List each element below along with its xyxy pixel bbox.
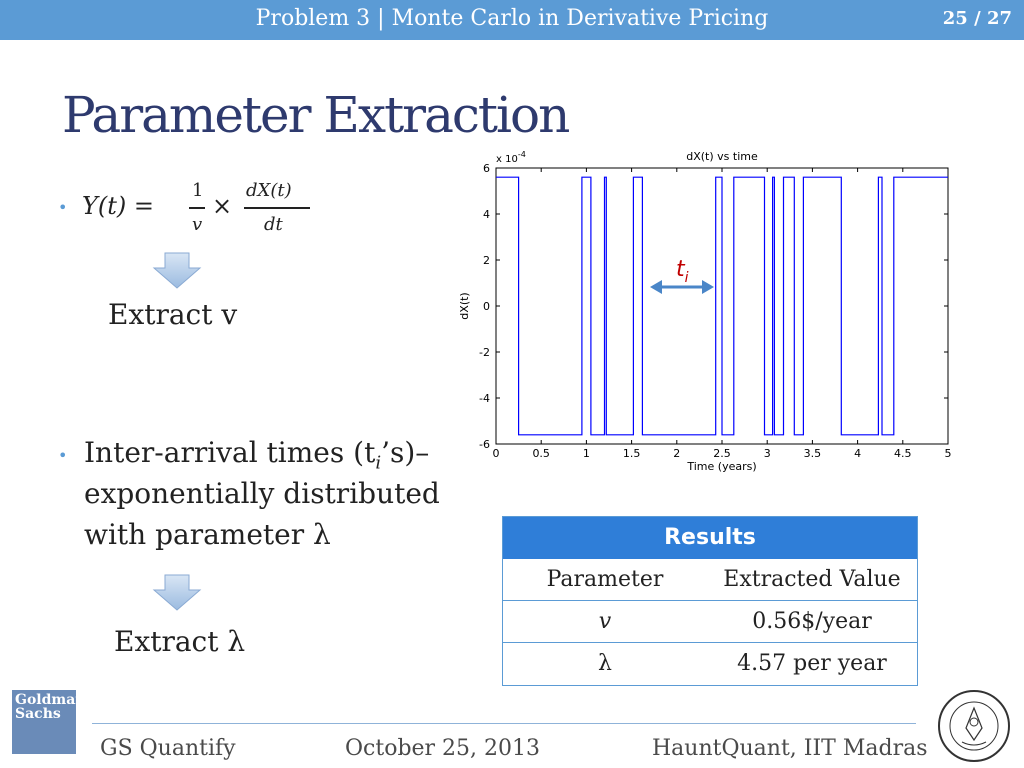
y-tick-label: 6 [483, 162, 490, 175]
frac2-bar [244, 207, 310, 209]
bullet-formula: • Y(t) = 1 v × dX(t) dt [58, 178, 338, 248]
y-tick-label: -2 [479, 346, 490, 359]
ti-annotation-t: t [676, 257, 686, 282]
table-row: v 0.56$/year [503, 600, 917, 642]
series-group [496, 176, 948, 436]
x-tick-label: 0.5 [532, 447, 550, 460]
frac1-bar [189, 207, 205, 209]
iit-madras-seal-icon [938, 690, 1010, 762]
y-multiplier-label: x 10 [496, 154, 518, 165]
slide-title: Parameter Extraction [62, 86, 570, 144]
dx-vs-time-chart: dX(t) vs time x 10-4 0 0.5 1 1.5 2 2.5 3 3.5 4 4.… [458, 150, 952, 473]
col-parameter: Parameter [546, 567, 664, 592]
double-arrow-icon [650, 280, 714, 294]
times-sign: × [212, 192, 233, 220]
extract-v-label: Extract v [108, 298, 238, 331]
col-extracted-value: Extracted Value [723, 567, 901, 592]
y-multiplier-exp: -4 [518, 150, 526, 159]
interarrival-text-end: ’s)– [381, 436, 430, 469]
header-title: Problem 3 | Monte Carlo in Derivative Pr… [255, 6, 769, 31]
footer-center: October 25, 2013 [345, 736, 541, 761]
param-cell: λ [598, 651, 612, 676]
results-header: Results [503, 517, 917, 559]
ti-annotation: ti [676, 257, 689, 286]
extract-lambda-label: Extract λ [114, 625, 246, 658]
frac2-den: dt [264, 214, 283, 235]
y-tick-label: -6 [479, 438, 490, 451]
x-axis-label: Time (years) [686, 460, 756, 473]
down-arrow-icon [152, 252, 202, 289]
x-tick-label: 3 [764, 447, 771, 460]
axis-ticks: 0 0.5 1 1.5 2 2.5 3 3.5 4 4.5 5 6 4 2 0 -2 -4 -6 [479, 162, 951, 460]
header-bar: Problem 3 | Monte Carlo in Derivative Pr… [0, 0, 1024, 40]
x-tick-label: 1 [583, 447, 590, 460]
series-line [496, 176, 948, 436]
formula-lhs: Y(t) = [82, 192, 154, 220]
x-tick-label: 2 [673, 447, 680, 460]
param-cell: v [503, 609, 707, 634]
interarrival-line3: with parameter λ [84, 518, 331, 551]
frac1-den: v [192, 214, 203, 235]
table-row: λ 4.57 per year [503, 642, 917, 684]
footer-right: HauntQuant, IIT Madras [652, 736, 928, 761]
bullet-interarrival: • Inter-arrival times (ti’s)– exponentia… [58, 436, 458, 566]
interarrival-line2: exponentially distributed [84, 477, 440, 510]
x-tick-label: 4.5 [894, 447, 912, 460]
down-arrow-icon [152, 574, 202, 611]
y-tick-label: 4 [483, 208, 490, 221]
y-axis-label: dX(t) [458, 292, 471, 319]
goldman-sachs-logo: Goldman Sachs [12, 690, 86, 754]
x-tick-label: 5 [945, 447, 952, 460]
y-tick-label: -4 [479, 392, 490, 405]
footer-left: GS Quantify [100, 736, 236, 761]
interarrival-sub: i [375, 452, 382, 474]
bullet-dot-2: • [58, 446, 68, 465]
interarrival-text: Inter-arrival times (t [84, 436, 376, 469]
y-multiplier: x 10-4 [496, 150, 526, 165]
value-cell: 0.56$/year [752, 609, 872, 634]
gs-logo-line2: Sachs [15, 706, 61, 722]
x-tick-label: 0 [493, 447, 500, 460]
results-table: Results Parameter Extracted Value v 0.56… [502, 516, 918, 686]
interarrival-line1: Inter-arrival times (ti’s)– [84, 436, 429, 474]
ti-annotation-sub: i [685, 270, 689, 286]
frac1-num: 1 [192, 180, 204, 201]
x-tick-label: 1.5 [623, 447, 641, 460]
results-column-headers: Parameter Extracted Value [503, 559, 917, 600]
y-tick-label: 0 [483, 300, 490, 313]
x-tick-label: 3.5 [804, 447, 822, 460]
x-tick-label: 4 [854, 447, 861, 460]
frac2-num: dX(t) [246, 180, 292, 201]
chart-title: dX(t) vs time [686, 150, 758, 163]
bullet-dot-1: • [58, 198, 68, 217]
param-v: v [598, 609, 612, 634]
y-tick-label: 2 [483, 254, 490, 267]
value-cell: 4.57 per year [737, 651, 887, 676]
gs-logo-line1: Goldman [15, 692, 86, 708]
page-number: 25 / 27 [942, 8, 1012, 29]
x-tick-label: 2.5 [713, 447, 731, 460]
footer-divider [92, 723, 916, 724]
